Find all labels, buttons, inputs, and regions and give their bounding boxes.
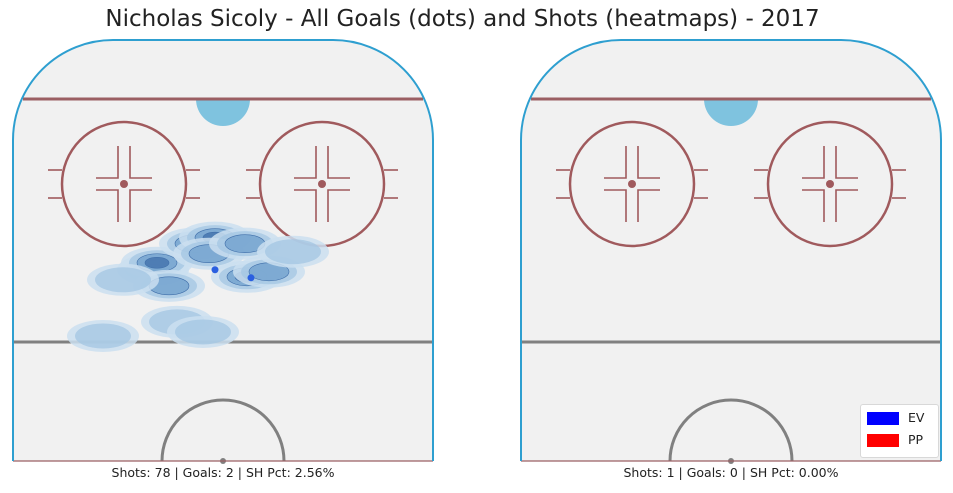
legend: EV PP [860,404,939,458]
faceoff-l-mark [835,189,858,222]
faceoff-ring [60,120,188,248]
chart-title: Nicholas Sicoly - All Goals (dots) and S… [105,6,820,32]
heat-blob [144,256,170,269]
faceoff-dot [318,180,326,188]
goal-crease [196,99,250,126]
faceoff-l-mark [604,146,627,179]
faceoff-l-mark [637,146,660,179]
shot-heatmap-0 [67,221,329,352]
legend-label-ev: EV [908,410,925,425]
center-circle [160,398,286,462]
faceoff-l-mark [129,146,152,179]
goal-dot [247,274,255,282]
faceoff-l-mark [129,189,152,222]
right-panel-caption: Shots: 1 | Goals: 0 | SH Pct: 0.00% [623,465,839,480]
faceoff-l-mark [802,189,825,222]
faceoff-circle-0 [556,120,708,248]
faceoff-l-mark [802,146,825,179]
rink-panel-1 [520,39,942,464]
legend-swatch-pp [867,434,899,447]
center-circle [668,398,794,462]
faceoff-l-mark [96,146,119,179]
faceoff-l-mark [604,189,627,222]
goal-dot [211,266,219,274]
heat-blob [95,267,151,293]
faceoff-l-mark [294,189,317,222]
legend-item-pp: PP [867,432,924,447]
faceoff-l-mark [637,189,660,222]
heat-blob [75,323,131,349]
legend-item-ev: EV [867,410,925,425]
faceoff-ring [568,120,696,248]
faceoff-dot [826,180,834,188]
faceoff-l-mark [294,146,317,179]
faceoff-l-mark [835,146,858,179]
faceoff-l-mark [327,189,350,222]
legend-swatch-ev [867,412,899,425]
faceoff-l-mark [327,146,350,179]
rink-boards [520,39,942,461]
faceoff-dot [120,180,128,188]
left-panel-caption: Shots: 78 | Goals: 2 | SH Pct: 2.56% [111,465,335,480]
faceoff-dot [628,180,636,188]
legend-label-pp: PP [908,432,924,447]
faceoff-ring [766,120,894,248]
goal-crease [704,99,758,126]
heat-blob [175,319,231,345]
heat-blob [265,239,321,265]
rink-boards [12,39,434,461]
faceoff-circle-1 [754,120,906,248]
faceoff-l-mark [96,189,119,222]
faceoff-circle-0 [48,120,200,248]
rink-ice [521,40,941,461]
